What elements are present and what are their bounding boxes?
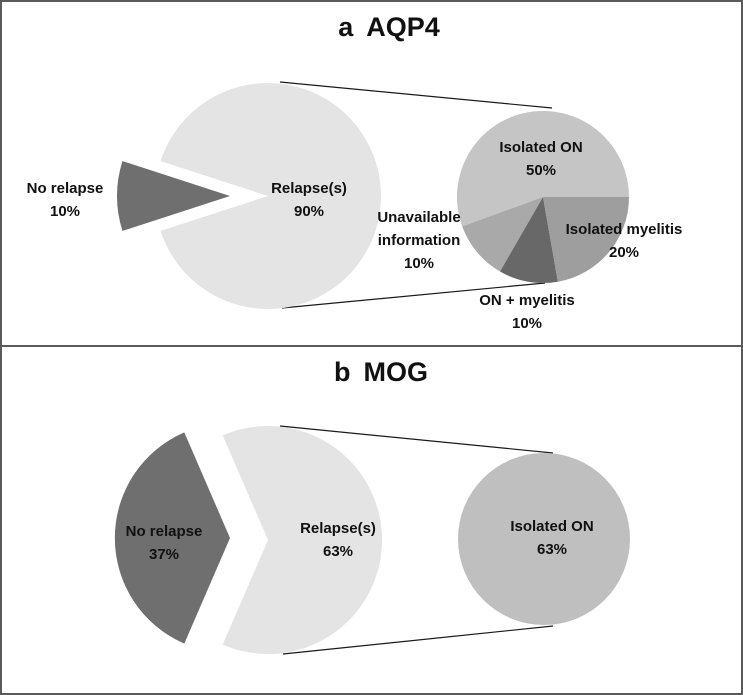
label-on-plus-myelitis-a-pct: 10% — [511, 315, 543, 332]
connector-line-bottom-a — [281, 282, 546, 309]
label-isolated-on-a-name: Isolated ON — [499, 139, 583, 156]
label-unavailable-a-line2: information — [377, 232, 461, 249]
label-relapse-a: Relapse(s) 90% — [219, 177, 399, 223]
panel-a-aqp4: a AQP4 No relapse 10% Relapse(s) 90% Iso… — [2, 2, 741, 347]
isolated-on-slice-a — [457, 110, 629, 227]
panel-b-mog: b MOG No relapse 37% Relapse(s) 63% Isol… — [2, 347, 741, 693]
label-isolated-on-b-name: Isolated ON — [510, 518, 594, 535]
label-no-relapse-a: No relapse 10% — [2, 177, 155, 223]
label-isolated-on-b: Isolated ON 63% — [462, 515, 642, 561]
label-relapse-a-name: Relapse(s) — [271, 180, 347, 197]
label-isolated-myelitis-a-name: Isolated myelitis — [565, 221, 683, 238]
label-unavailable-a-pct: 10% — [403, 255, 435, 272]
isolated-on-slice-b — [458, 453, 630, 625]
label-isolated-myelitis-a-pct: 20% — [608, 244, 640, 261]
label-unavailable-information-a: Unavailable information 10% — [329, 206, 509, 275]
no-relapse-slice-a — [116, 161, 230, 231]
label-no-relapse-b-pct: 37% — [148, 546, 180, 563]
connector-line-top-a — [279, 81, 553, 109]
label-relapse-b-name: Relapse(s) — [300, 520, 376, 537]
label-no-relapse-b: No relapse 37% — [74, 520, 254, 566]
label-isolated-on-a: Isolated ON 50% — [451, 136, 631, 182]
label-relapse-b: Relapse(s) 63% — [248, 517, 428, 563]
panel-a-name: AQP4 — [366, 12, 440, 42]
connector-line-top-b — [279, 425, 554, 454]
label-unavailable-a-line1: Unavailable — [377, 209, 461, 226]
panel-b-chart-canvas — [114, 425, 630, 655]
panel-b-title: b MOG — [334, 357, 428, 388]
relapse-slice-a — [160, 82, 381, 310]
label-isolated-on-b-pct: 63% — [536, 541, 568, 558]
label-no-relapse-a-pct: 10% — [49, 203, 81, 220]
label-no-relapse-a-name: No relapse — [26, 180, 104, 197]
label-no-relapse-b-name: No relapse — [125, 523, 203, 540]
on-plus-myelitis-slice-a — [500, 197, 558, 284]
label-on-plus-myelitis-a: ON + myelitis 10% — [437, 289, 617, 335]
label-isolated-myelitis-a: Isolated myelitis 20% — [534, 218, 714, 264]
relapse-slice-b — [222, 426, 383, 654]
label-relapse-a-pct: 90% — [293, 203, 325, 220]
connector-line-bottom-b — [282, 625, 554, 655]
label-relapse-b-pct: 63% — [322, 543, 354, 560]
panel-b-name: MOG — [363, 357, 429, 387]
no-relapse-slice-b — [114, 432, 230, 644]
label-on-plus-myelitis-a-name: ON + myelitis — [479, 292, 575, 309]
unavailable-information-slice-a — [462, 197, 543, 272]
panel-a-title: a AQP4 — [338, 12, 440, 43]
panel-b-letter: b — [334, 357, 351, 387]
panel-a-letter: a — [338, 12, 354, 42]
label-isolated-on-a-pct: 50% — [525, 162, 557, 179]
panel-a-chart-canvas — [116, 81, 629, 310]
isolated-myelitis-slice-a — [543, 197, 629, 282]
